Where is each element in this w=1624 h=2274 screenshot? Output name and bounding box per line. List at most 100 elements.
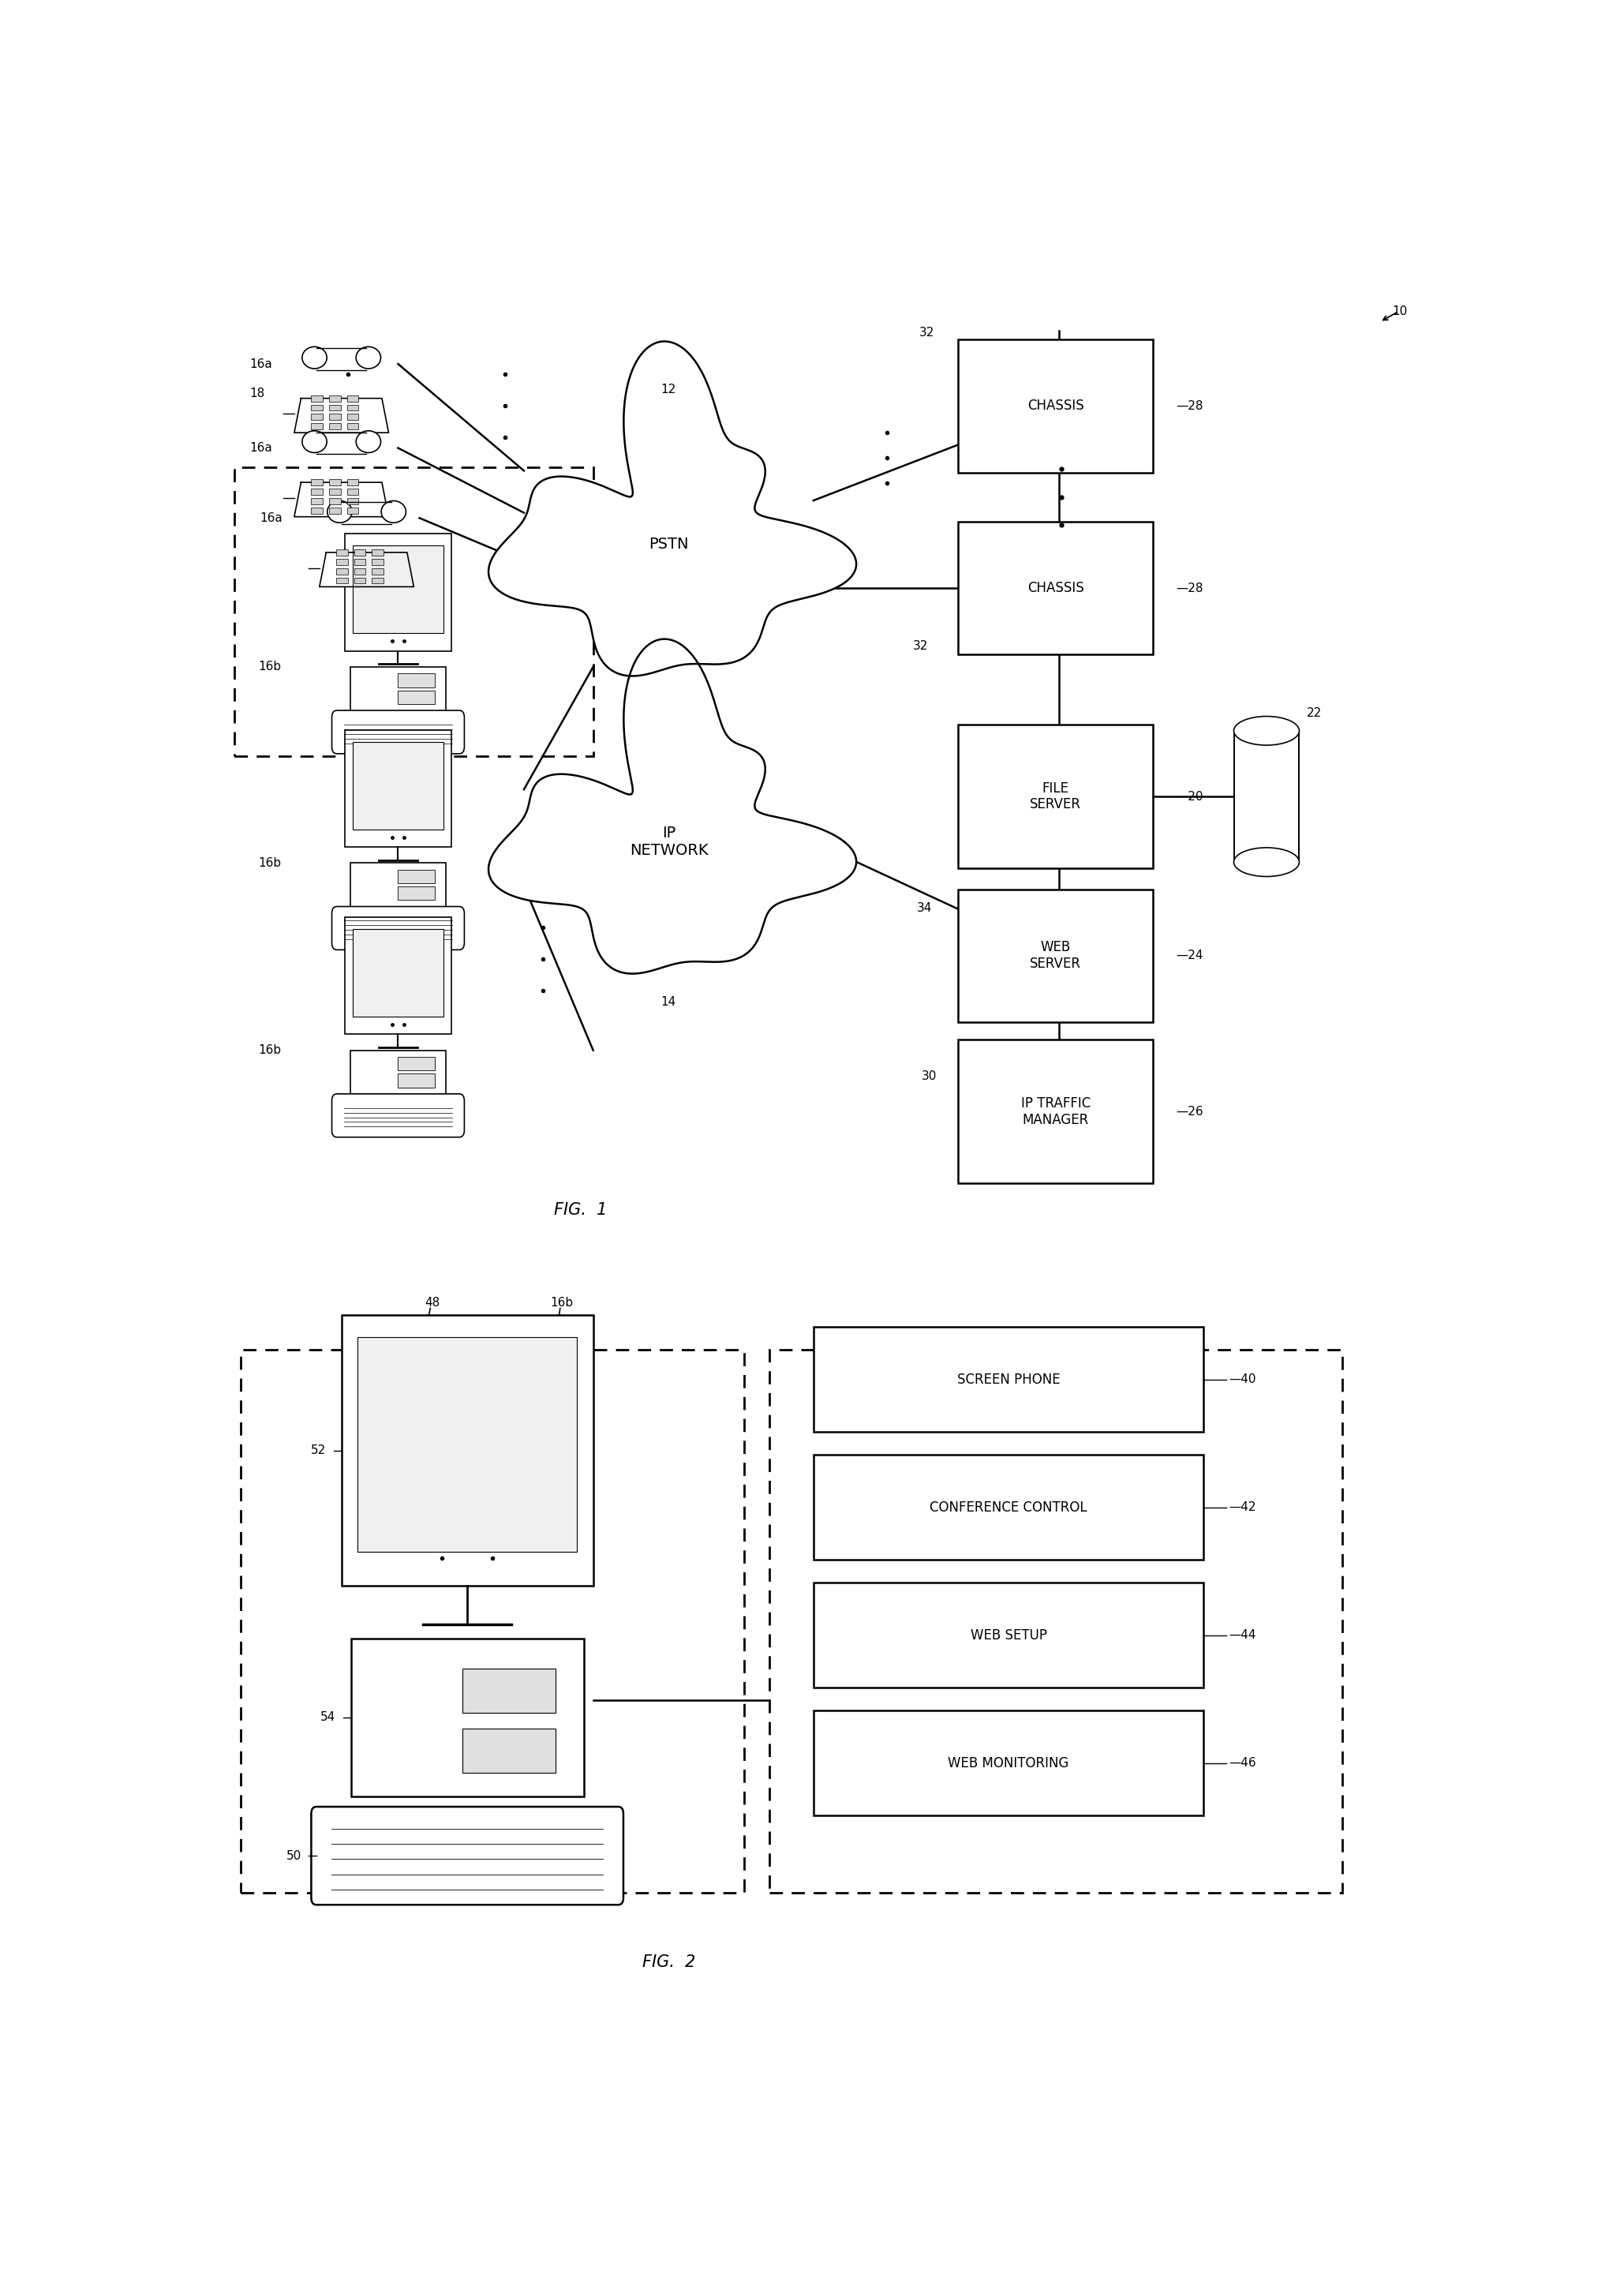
Text: IP TRAFFIC
MANAGER: IP TRAFFIC MANAGER xyxy=(1021,1096,1091,1128)
Text: IP
NETWORK: IP NETWORK xyxy=(630,825,708,857)
Text: SCREEN PHONE: SCREEN PHONE xyxy=(957,1373,1060,1387)
FancyBboxPatch shape xyxy=(352,930,443,1016)
FancyBboxPatch shape xyxy=(310,489,323,496)
FancyBboxPatch shape xyxy=(354,578,365,584)
FancyBboxPatch shape xyxy=(312,1808,624,1906)
FancyBboxPatch shape xyxy=(344,534,451,650)
Text: 12: 12 xyxy=(661,384,676,396)
FancyBboxPatch shape xyxy=(336,550,348,555)
Text: 14: 14 xyxy=(661,996,676,1007)
Ellipse shape xyxy=(302,346,326,368)
FancyBboxPatch shape xyxy=(310,480,323,484)
Text: 32: 32 xyxy=(919,327,934,339)
FancyBboxPatch shape xyxy=(463,1728,555,1774)
Ellipse shape xyxy=(356,430,380,453)
FancyBboxPatch shape xyxy=(814,1455,1203,1560)
Text: 18: 18 xyxy=(250,389,265,400)
Polygon shape xyxy=(320,553,414,587)
FancyBboxPatch shape xyxy=(958,889,1153,1023)
FancyBboxPatch shape xyxy=(372,568,383,575)
FancyBboxPatch shape xyxy=(341,1314,593,1587)
FancyBboxPatch shape xyxy=(310,396,323,402)
Text: 16a: 16a xyxy=(250,441,273,455)
FancyBboxPatch shape xyxy=(351,1640,583,1796)
Text: CHASSIS: CHASSIS xyxy=(1028,580,1083,596)
Polygon shape xyxy=(294,398,388,432)
Text: 52: 52 xyxy=(312,1444,326,1455)
Text: 16b: 16b xyxy=(258,1044,281,1055)
FancyBboxPatch shape xyxy=(958,521,1153,655)
Polygon shape xyxy=(489,639,856,973)
FancyBboxPatch shape xyxy=(398,691,435,705)
Text: WEB MONITORING: WEB MONITORING xyxy=(948,1756,1069,1769)
FancyBboxPatch shape xyxy=(398,1073,435,1087)
FancyBboxPatch shape xyxy=(348,396,359,402)
Text: 10: 10 xyxy=(1392,305,1408,318)
Text: FIG.  2: FIG. 2 xyxy=(641,1956,695,1972)
FancyBboxPatch shape xyxy=(348,423,359,430)
FancyBboxPatch shape xyxy=(372,550,383,555)
Ellipse shape xyxy=(382,500,406,523)
FancyBboxPatch shape xyxy=(814,1583,1203,1687)
Polygon shape xyxy=(489,341,856,675)
FancyBboxPatch shape xyxy=(398,1057,435,1071)
Polygon shape xyxy=(315,348,369,371)
FancyBboxPatch shape xyxy=(330,480,341,484)
Text: —40: —40 xyxy=(1229,1373,1255,1385)
FancyBboxPatch shape xyxy=(354,550,365,555)
FancyBboxPatch shape xyxy=(352,546,443,634)
FancyBboxPatch shape xyxy=(354,559,365,564)
FancyBboxPatch shape xyxy=(330,498,341,505)
FancyBboxPatch shape xyxy=(336,568,348,575)
FancyBboxPatch shape xyxy=(398,887,435,901)
FancyBboxPatch shape xyxy=(958,725,1153,869)
FancyBboxPatch shape xyxy=(330,489,341,496)
Text: —44: —44 xyxy=(1229,1628,1255,1642)
FancyBboxPatch shape xyxy=(310,498,323,505)
Text: —20: —20 xyxy=(1176,791,1203,803)
FancyBboxPatch shape xyxy=(348,507,359,514)
Text: 16b: 16b xyxy=(258,662,281,673)
FancyBboxPatch shape xyxy=(398,673,435,687)
Text: —24: —24 xyxy=(1176,951,1203,962)
Text: —26: —26 xyxy=(1176,1105,1203,1117)
Polygon shape xyxy=(315,432,369,455)
FancyBboxPatch shape xyxy=(372,559,383,564)
FancyBboxPatch shape xyxy=(348,489,359,496)
Polygon shape xyxy=(339,503,393,525)
Text: WEB
SERVER: WEB SERVER xyxy=(1030,941,1082,971)
FancyBboxPatch shape xyxy=(463,1669,555,1712)
Ellipse shape xyxy=(1234,716,1299,746)
Text: 50: 50 xyxy=(286,1849,300,1862)
Text: PSTN: PSTN xyxy=(648,537,689,553)
FancyBboxPatch shape xyxy=(398,869,435,882)
FancyBboxPatch shape xyxy=(958,339,1153,473)
Text: 30: 30 xyxy=(921,1071,937,1082)
FancyBboxPatch shape xyxy=(814,1710,1203,1815)
FancyBboxPatch shape xyxy=(310,423,323,430)
FancyBboxPatch shape xyxy=(336,578,348,584)
Text: —46: —46 xyxy=(1229,1758,1255,1769)
Text: 32: 32 xyxy=(913,639,927,653)
FancyBboxPatch shape xyxy=(357,1337,577,1551)
FancyBboxPatch shape xyxy=(331,1094,464,1137)
FancyBboxPatch shape xyxy=(352,741,443,830)
FancyBboxPatch shape xyxy=(331,709,464,753)
FancyBboxPatch shape xyxy=(351,1051,447,1096)
FancyBboxPatch shape xyxy=(348,405,359,412)
Text: 16b: 16b xyxy=(551,1296,573,1308)
FancyBboxPatch shape xyxy=(351,862,447,907)
Text: FIG.  1: FIG. 1 xyxy=(554,1201,607,1217)
FancyBboxPatch shape xyxy=(336,559,348,564)
FancyBboxPatch shape xyxy=(344,916,451,1035)
FancyBboxPatch shape xyxy=(1234,730,1299,862)
FancyBboxPatch shape xyxy=(331,907,464,951)
Text: —28: —28 xyxy=(1176,400,1203,412)
Text: 16b: 16b xyxy=(258,857,281,869)
Ellipse shape xyxy=(356,346,380,368)
Text: CHASSIS: CHASSIS xyxy=(1028,398,1083,414)
Text: 48: 48 xyxy=(424,1296,440,1308)
FancyBboxPatch shape xyxy=(330,423,341,430)
FancyBboxPatch shape xyxy=(344,730,451,846)
FancyBboxPatch shape xyxy=(330,396,341,402)
